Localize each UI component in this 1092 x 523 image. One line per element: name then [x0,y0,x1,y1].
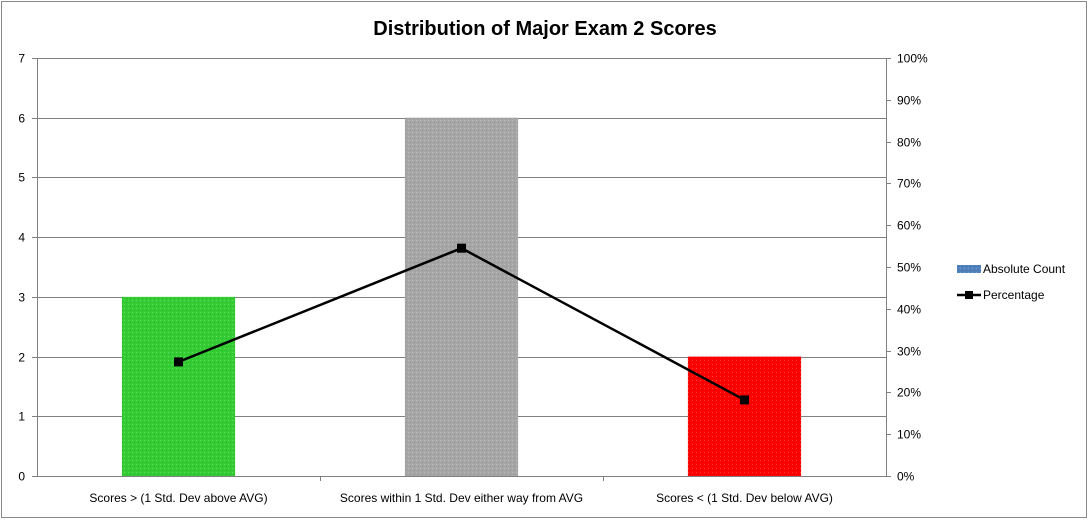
legend-label-percentage: Percentage [983,288,1045,302]
right-tick-label: 100% [897,52,928,66]
right-tick-label: 60% [897,219,921,233]
legend-swatch-marker [965,291,973,299]
legend: Absolute Count Percentage [957,262,1066,302]
right-tick-label: 20% [897,386,921,400]
axes: 012345670%10%20%30%40%50%60%70%80%90%100… [18,52,928,506]
right-tick-label: 90% [897,94,921,108]
right-tick-label: 40% [897,303,921,317]
right-tick-label: 30% [897,345,921,359]
bar-texture [404,117,519,476]
left-tick-label: 1 [18,410,25,424]
bar-texture [121,296,236,476]
category-label: Scores > (1 Std. Dev above AVG) [89,491,267,505]
left-tick-label: 2 [18,351,25,365]
percentage-marker [174,357,183,367]
left-tick-label: 3 [18,291,25,305]
chart-title: Distribution of Major Exam 2 Scores [373,18,716,40]
left-tick-label: 5 [18,171,25,185]
right-tick-label: 0% [897,470,915,484]
left-tick-label: 7 [18,52,25,66]
bar-texture [687,356,802,476]
right-tick-label: 50% [897,261,921,275]
percentage-marker [740,395,749,405]
right-tick-label: 80% [897,136,921,150]
right-tick-label: 70% [897,177,921,191]
legend-label-absolute-count: Absolute Count [983,262,1066,276]
left-tick-label: 6 [18,112,25,126]
left-tick-label: 4 [18,231,25,245]
left-tick-label: 0 [18,470,25,484]
percentage-marker [457,243,466,253]
right-tick-label: 10% [897,428,921,442]
legend-swatch-texture [957,265,981,273]
bar-series [121,117,802,476]
line-series [174,243,749,405]
category-label: Scores within 1 Std. Dev either way from… [340,491,583,505]
category-label: Scores < (1 Std. Dev below AVG) [656,491,833,505]
